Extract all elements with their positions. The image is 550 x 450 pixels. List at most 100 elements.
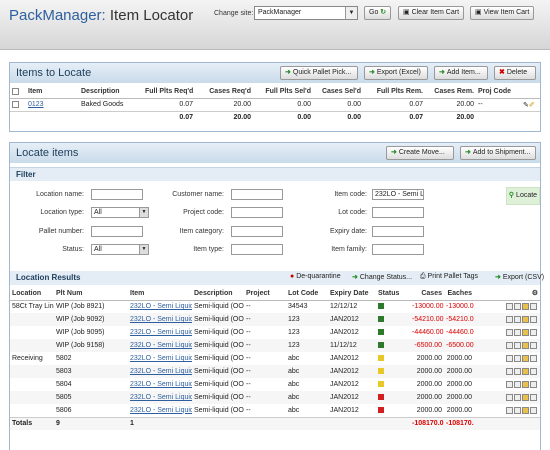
history-icon[interactable] <box>514 393 521 401</box>
settings-icon[interactable]: ⚙ <box>531 290 538 298</box>
select-all-checkbox[interactable] <box>10 85 26 99</box>
history-icon[interactable] <box>514 354 521 362</box>
item-link[interactable]: 232LO - Semi Liquid <box>130 316 192 323</box>
pencil-icon[interactable]: ✐ <box>528 101 535 109</box>
edit-icon[interactable] <box>506 406 513 414</box>
move-icon[interactable] <box>530 315 537 323</box>
history-icon[interactable] <box>514 380 521 388</box>
export-csv-button[interactable]: ➜ Export (CSV) <box>495 274 545 281</box>
item-link[interactable]: 232LO - Semi Liquid <box>130 303 192 311</box>
item-link[interactable]: 232LO - Semi Liquid <box>130 381 192 388</box>
quick-pallet-pick-button[interactable]: ➜ Quick Pallet Pick... <box>280 66 358 80</box>
folder-icon[interactable] <box>522 354 529 362</box>
history-icon[interactable] <box>514 341 521 349</box>
folder-icon[interactable] <box>522 303 529 311</box>
history-icon[interactable] <box>514 315 521 323</box>
col-description[interactable]: Description <box>192 287 244 301</box>
expiry-date-input[interactable] <box>372 226 424 237</box>
item-category-input[interactable] <box>231 226 283 237</box>
add-item-button[interactable]: ➜ Add Item... <box>434 66 488 80</box>
folder-icon[interactable] <box>522 367 529 375</box>
row-checkbox[interactable] <box>10 98 26 111</box>
col-cases-seld[interactable]: Cases Sel'd <box>313 85 363 99</box>
edit-icon[interactable] <box>506 328 513 336</box>
item-link[interactable]: 232LO - Semi Liquid <box>130 406 192 414</box>
item-link[interactable]: 232LO - Semi Liquid <box>130 355 192 362</box>
customer-name-input[interactable] <box>231 189 283 200</box>
move-icon[interactable] <box>530 341 537 349</box>
go-button[interactable]: Go ↻ <box>364 6 391 20</box>
folder-icon[interactable] <box>522 393 529 401</box>
lot-code-input[interactable] <box>372 207 424 218</box>
move-icon[interactable] <box>530 380 537 388</box>
col-lot-code[interactable]: Lot Code <box>286 287 328 301</box>
item-link[interactable]: 0123 <box>28 101 44 108</box>
item-link[interactable]: 232LO - Semi Liquid <box>130 394 192 401</box>
folder-icon[interactable] <box>522 328 529 336</box>
item-link[interactable]: 232LO - Semi Liquid <box>130 368 192 375</box>
col-description[interactable]: Description <box>79 85 143 99</box>
project-code-input[interactable] <box>231 207 283 218</box>
create-move-button[interactable]: ➜ Create Move... <box>386 146 454 160</box>
edit-icon[interactable] <box>506 315 513 323</box>
history-icon[interactable] <box>514 328 521 336</box>
view-cart-button[interactable]: ▣ View Item Cart <box>470 6 534 20</box>
history-icon[interactable] <box>514 406 521 414</box>
move-icon[interactable] <box>530 393 537 401</box>
export-excel-button[interactable]: ➜ Export (Excel) <box>364 66 428 80</box>
item-link[interactable]: 232LO - Semi Liquid <box>130 342 192 349</box>
edit-icon[interactable] <box>506 380 513 388</box>
pallet-number-input[interactable] <box>91 226 143 237</box>
edit-icon[interactable] <box>506 354 513 362</box>
col-status[interactable]: Status <box>376 287 410 301</box>
status-indicator <box>378 406 384 413</box>
items-to-locate-panel: Items to Locate ➜ Quick Pallet Pick... ➜ E… <box>9 62 541 132</box>
item-link[interactable]: 232LO - Semi Liquid <box>130 329 192 336</box>
site-select[interactable]: PackManager ▼ <box>254 6 358 20</box>
col-project[interactable]: Project <box>244 287 286 301</box>
folder-icon[interactable] <box>522 341 529 349</box>
item-family-input[interactable] <box>372 244 424 255</box>
locate-button[interactable]: ⚲ Locate <box>506 187 540 205</box>
col-full-plts-reqd[interactable]: Full Plts Req'd <box>143 85 195 99</box>
edit-icon[interactable] <box>506 393 513 401</box>
col-cases-reqd[interactable]: Cases Req'd <box>195 85 253 99</box>
edit-icon[interactable] <box>506 303 513 311</box>
col-plt-num[interactable]: Plt Num <box>54 287 128 301</box>
folder-icon[interactable] <box>522 315 529 323</box>
item-type-input[interactable] <box>231 244 283 255</box>
col-item[interactable]: Item <box>128 287 192 301</box>
location-name-input[interactable] <box>91 189 143 200</box>
status-select[interactable]: All ▼ <box>91 244 149 255</box>
move-icon[interactable] <box>530 328 537 336</box>
change-status-button[interactable]: ➜ Change Status... <box>352 274 413 281</box>
col-item[interactable]: Item <box>26 85 79 99</box>
dequarantine-button[interactable]: ● De-quarantine <box>290 273 341 280</box>
col-cases[interactable]: Cases <box>410 287 444 301</box>
col-proj-code[interactable]: Proj Code <box>476 85 521 99</box>
col-location[interactable]: Location <box>10 287 54 301</box>
move-icon[interactable] <box>530 406 537 414</box>
col-expiry-date[interactable]: Expiry Date <box>328 287 376 301</box>
col-full-plts-rem[interactable]: Full Plts Rem. <box>363 85 425 99</box>
refresh-icon: ↻ <box>378 9 387 16</box>
col-eaches[interactable]: Eaches <box>444 287 474 301</box>
col-cases-rem[interactable]: Cases Rem. <box>425 85 476 99</box>
move-icon[interactable] <box>530 367 537 375</box>
history-icon[interactable] <box>514 303 521 311</box>
edit-icon[interactable] <box>506 367 513 375</box>
edit-icon[interactable] <box>506 341 513 349</box>
add-to-shipment-button[interactable]: ➜ Add to Shipment... <box>460 146 536 160</box>
print-pallet-tags-button[interactable]: ⎙ Print Pallet Tags <box>420 273 478 280</box>
item-code-input[interactable]: 232LO - Semi Liq <box>372 189 424 200</box>
col-full-plts-seld[interactable]: Full Plts Sel'd <box>253 85 313 99</box>
location-type-select[interactable]: All ▼ <box>91 207 149 218</box>
folder-icon[interactable] <box>522 406 529 414</box>
delete-button[interactable]: ✖ Delete <box>494 66 536 80</box>
clear-cart-button[interactable]: ▣ Clear Item Cart <box>398 6 464 20</box>
edit-icon[interactable]: ✎ <box>523 101 529 109</box>
move-icon[interactable] <box>530 354 537 362</box>
history-icon[interactable] <box>514 367 521 375</box>
folder-icon[interactable] <box>522 380 529 388</box>
move-icon[interactable] <box>530 303 537 311</box>
